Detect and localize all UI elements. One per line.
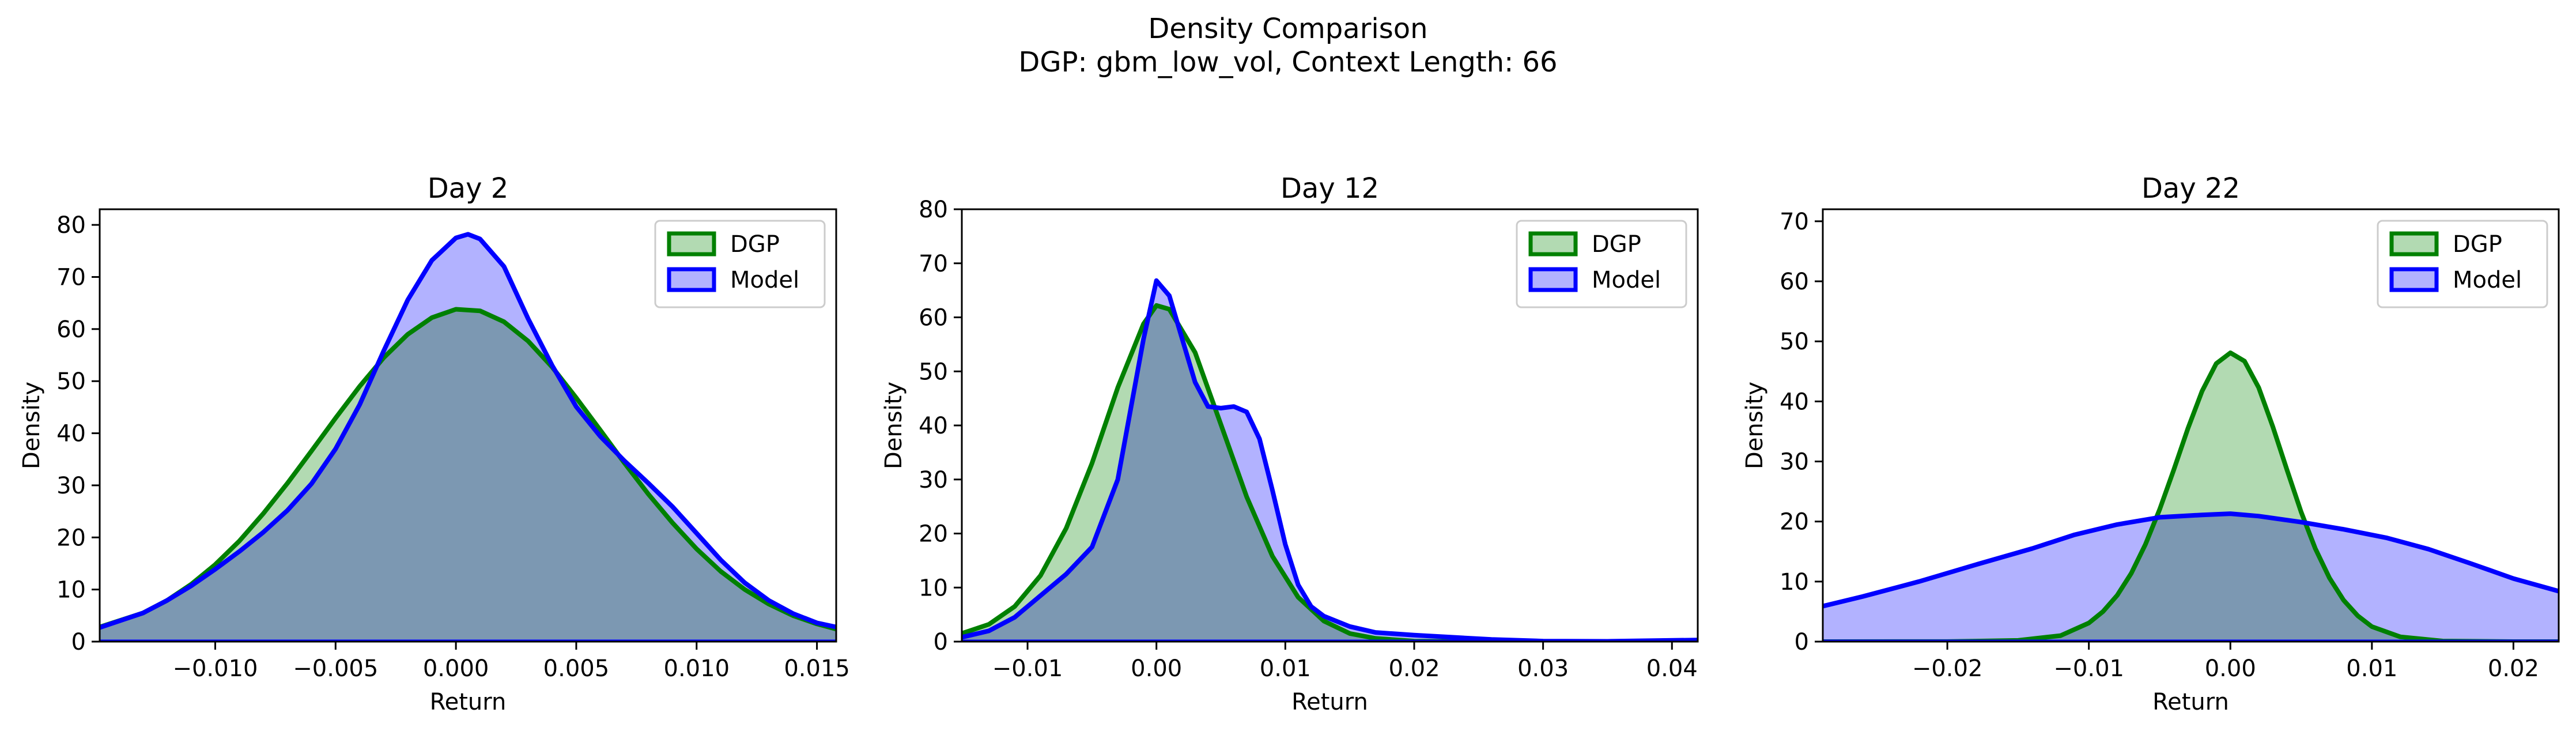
y-tick-label: 10: [56, 577, 86, 604]
y-tick-label: 10: [1780, 569, 1809, 595]
x-tick-label: 0.02: [2488, 655, 2539, 682]
panel-1: −0.010 −0.005 0.000 0.005 0.010 0.015 0 10 20 30 4…: [18, 172, 850, 715]
y-tick-label: 50: [1780, 329, 1809, 355]
dgp-density-line: [100, 307, 836, 632]
y-tick-label: 80: [56, 212, 86, 239]
legend-swatch-model: [2389, 267, 2439, 292]
legend-label-model: Model: [2453, 267, 2522, 293]
x-tick-label: 0.005: [543, 655, 610, 682]
legend-label-dgp: DGP: [2453, 231, 2502, 258]
legend-swatch-dgp: [1528, 231, 1578, 257]
model-density-line: [1823, 511, 2559, 609]
y-tick-label: 70: [1780, 209, 1809, 235]
axes-frame: [1822, 208, 2560, 643]
legend-label-dgp: DGP: [1592, 231, 1641, 258]
y-tick-label: 40: [1780, 389, 1809, 415]
x-tick-label: 0.000: [423, 655, 489, 682]
y-tick-label: 60: [56, 316, 86, 343]
legend-swatch-dgp: [2389, 231, 2439, 257]
x-tick-label: −0.01: [2053, 655, 2124, 682]
legend: DGP Model: [1516, 220, 1687, 308]
y-tick-label: 80: [919, 197, 948, 223]
legend-label-model: Model: [1592, 267, 1661, 293]
x-tick-label: 0.00: [1131, 655, 1182, 682]
legend-swatch-model: [1528, 267, 1578, 292]
x-tick-label: 0.02: [1388, 655, 1440, 682]
plot-area: [1823, 350, 2559, 642]
y-tick-label: 10: [919, 575, 948, 601]
panel-3: −0.02 −0.01 0.00 0.01 0.02 0 10 20 30 40 50 60 70 Day…: [1742, 172, 2560, 715]
y-tick-label: 0: [71, 629, 86, 655]
panel-title: Day 12: [1281, 172, 1379, 205]
legend-label-dgp: DGP: [730, 231, 780, 258]
x-tick-label: −0.01: [992, 655, 1063, 682]
y-axis-label: Density: [1742, 382, 1768, 469]
y-tick-label: 20: [56, 525, 86, 551]
model-density-area: [1823, 514, 2559, 642]
dgp-density-area: [1823, 353, 2559, 642]
panel-title: Day 22: [2141, 172, 2240, 205]
legend-swatch-model: [667, 267, 716, 292]
y-tick-label: 30: [919, 467, 948, 493]
plot-area: [100, 232, 836, 642]
y-tick-label: 60: [919, 305, 948, 331]
y-axis-label: Density: [18, 382, 45, 469]
x-tick-label: −0.010: [172, 655, 258, 682]
legend: DGP Model: [2377, 220, 2548, 308]
model-density-line: [100, 232, 836, 630]
legend-label-model: Model: [730, 267, 799, 293]
legend: DGP Model: [654, 220, 826, 308]
plot-area: [962, 278, 1698, 642]
y-tick-label: 30: [56, 473, 86, 499]
figure-title: Density Comparison: [1148, 13, 1427, 45]
x-tick-label: 0.04: [1646, 655, 1698, 682]
y-tick-label: 40: [56, 421, 86, 447]
y-tick-label: 60: [1780, 269, 1809, 295]
x-tick-label: −0.005: [293, 655, 378, 682]
x-tick-label: 0.010: [664, 655, 730, 682]
model-density-area: [962, 280, 1698, 642]
x-axis-label: Return: [1291, 689, 1368, 715]
x-axis-label: Return: [2152, 689, 2229, 715]
x-tick-label: 0.03: [1517, 655, 1569, 682]
x-tick-label: 0.01: [2346, 655, 2397, 682]
y-tick-label: 0: [1795, 629, 1809, 655]
y-tick-label: 40: [919, 413, 948, 439]
panel-title: Day 2: [428, 172, 509, 205]
x-tick-label: −0.02: [1912, 655, 1983, 682]
dgp-density-line: [1823, 350, 2559, 642]
axes-frame: [99, 208, 837, 643]
figure-subtitle: DGP: gbm_low_vol, Context Length: 66: [1018, 46, 1557, 78]
y-tick-label: 70: [919, 251, 948, 277]
model-density-line: [962, 278, 1698, 642]
model-density-area: [100, 234, 836, 642]
x-tick-label: 0.01: [1260, 655, 1311, 682]
legend-swatch-dgp: [667, 231, 716, 257]
panel-2: −0.01 0.00 0.01 0.02 0.03 0.04 0 10 20 30 40 50 60 70…: [881, 172, 1699, 715]
y-tick-label: 30: [1780, 449, 1809, 476]
x-tick-label: 0.00: [2205, 655, 2256, 682]
x-axis-label: Return: [430, 689, 507, 715]
y-axis-label: Density: [881, 382, 907, 469]
y-tick-label: 0: [934, 629, 948, 655]
y-tick-label: 50: [919, 359, 948, 385]
y-tick-label: 50: [56, 368, 86, 395]
y-tick-label: 20: [1780, 509, 1809, 536]
y-tick-label: 20: [919, 521, 948, 548]
y-tick-label: 70: [56, 264, 86, 291]
x-tick-label: 0.015: [784, 655, 850, 682]
